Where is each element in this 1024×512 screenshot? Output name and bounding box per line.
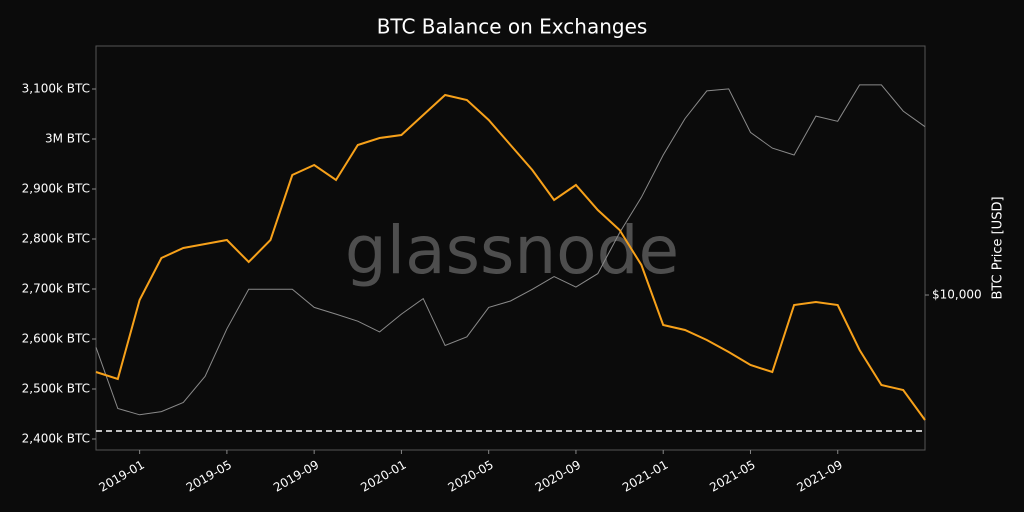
y-tick-label: 2,500k BTC <box>22 382 90 396</box>
y-tick-label: 2,900k BTC <box>22 182 90 196</box>
plot-frame <box>95 45 926 451</box>
y2-axis-title: BTC Price [USD] <box>991 196 1006 299</box>
y-tick-label: 2,400k BTC <box>22 432 90 446</box>
watermark: glassnode <box>345 212 679 289</box>
chart-title: BTC Balance on Exchanges <box>377 15 648 39</box>
y-tick-label: 2,600k BTC <box>22 332 90 346</box>
y-tick-label: 2,700k BTC <box>22 282 90 296</box>
series-line <box>95 84 926 416</box>
y-tick-label: 3M BTC <box>45 132 90 146</box>
series-line <box>95 93 926 421</box>
y-tick-label: 2,800k BTC <box>22 232 90 246</box>
y-tick-label: 3,100k BTC <box>22 82 90 96</box>
y2-tick-label: $10,000 <box>932 288 982 302</box>
